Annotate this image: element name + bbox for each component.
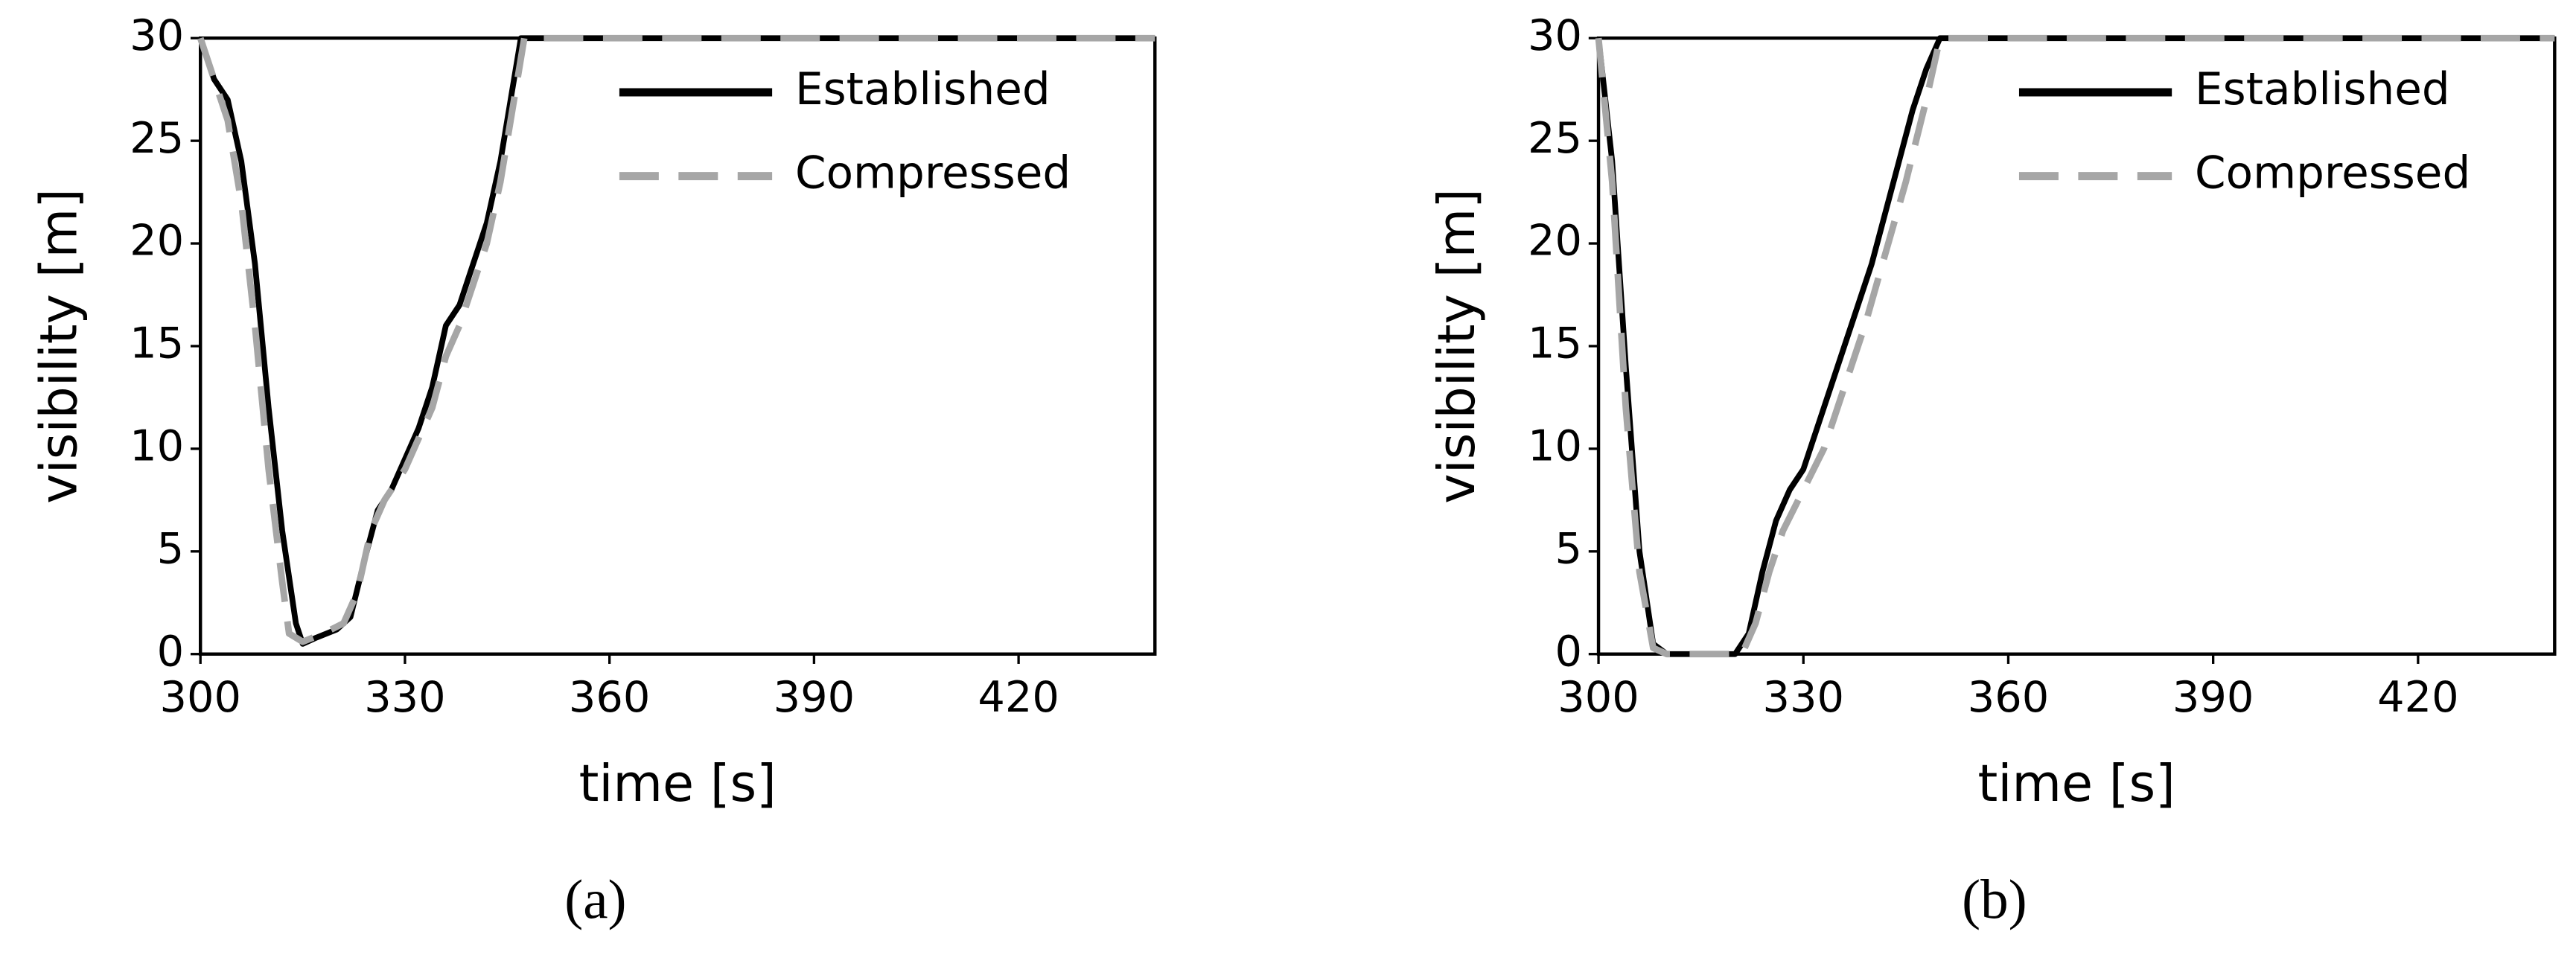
y-tick-label: 15	[130, 319, 184, 368]
y-tick-label: 25	[1528, 113, 1582, 163]
y-tick-label: 0	[1555, 626, 1581, 676]
y-tick-label: 20	[130, 216, 184, 266]
y-tick-label: 10	[1528, 421, 1582, 471]
x-axis-title: time [s]	[1978, 755, 2175, 814]
x-tick-label: 420	[978, 672, 1059, 722]
x-tick-label: 390	[2172, 672, 2254, 722]
y-tick-label: 25	[130, 113, 184, 163]
series-line	[1595, 34, 2555, 658]
y-tick-label: 5	[157, 523, 184, 573]
y-tick-label: 30	[1528, 10, 1582, 60]
series-line	[197, 35, 1155, 647]
legend-label: Established	[795, 64, 1051, 115]
y-tick-label: 30	[130, 10, 184, 60]
panel-label: (a)	[564, 869, 626, 931]
y-tick-label: 15	[1528, 319, 1582, 368]
x-tick-label: 300	[1558, 672, 1639, 722]
x-tick-label: 360	[569, 672, 650, 722]
y-tick-label: 20	[1528, 216, 1582, 266]
x-tick-label: 330	[364, 672, 445, 722]
series-line	[197, 34, 1155, 645]
x-tick-label: 390	[774, 672, 855, 722]
panel-label: (b)	[1962, 869, 2027, 931]
x-tick-label: 330	[1763, 672, 1844, 722]
x-tick-label: 420	[2377, 672, 2458, 722]
x-tick-label: 300	[159, 672, 240, 722]
y-tick-label: 5	[1555, 523, 1581, 573]
legend-label: Compressed	[2195, 148, 2470, 199]
y-tick-label: 0	[157, 626, 184, 676]
legend-label: Established	[2195, 64, 2450, 115]
x-axis-title: time [s]	[579, 755, 777, 814]
plot-frame	[199, 36, 1157, 656]
legend-label: Compressed	[795, 148, 1071, 199]
series-line	[1595, 35, 2555, 657]
y-tick-label: 10	[130, 421, 184, 471]
x-tick-label: 360	[1968, 672, 2049, 722]
y-axis-title: visibility [m]	[1428, 188, 1487, 504]
plot-frame	[1596, 36, 2557, 656]
y-axis-title: visibility [m]	[30, 188, 89, 504]
